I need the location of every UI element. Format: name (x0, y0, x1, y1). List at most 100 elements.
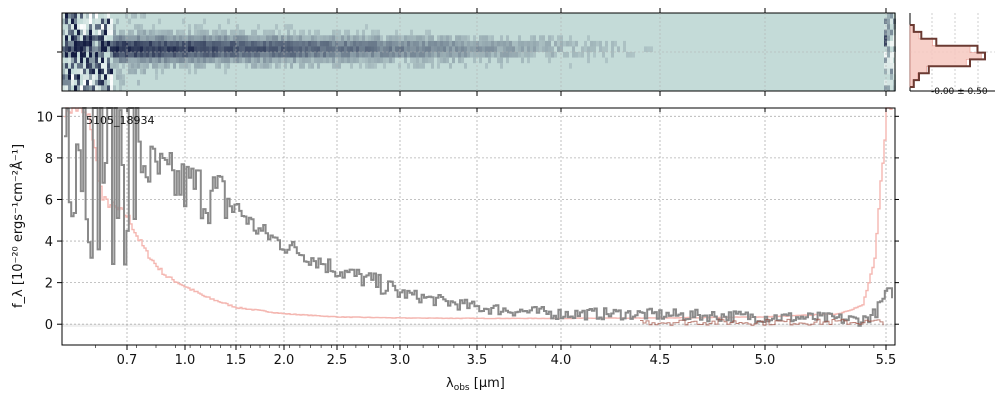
heatmap-cell (557, 46, 560, 52)
heatmap-cell (218, 63, 221, 69)
heatmap-cell (92, 74, 95, 80)
heatmap-cell (179, 29, 182, 36)
heatmap-cell (386, 57, 389, 64)
heatmap-cell (167, 29, 170, 36)
heatmap-cell (314, 52, 317, 58)
heatmap-cell (545, 52, 548, 58)
heatmap-cell (155, 35, 158, 41)
heatmap-cell (485, 40, 488, 47)
heatmap-cell (500, 52, 503, 58)
heatmap-cell (302, 29, 305, 36)
heatmap-cell (143, 57, 146, 64)
heatmap-cell (212, 35, 215, 41)
heatmap-cell (134, 68, 137, 75)
heatmap-cell (332, 57, 335, 64)
heatmap-cell (599, 40, 602, 47)
heatmap-cell (389, 40, 392, 47)
heatmap-cell (611, 46, 614, 52)
profile-annotation: -0.00 ± 0.50 (931, 87, 988, 97)
heatmap-cell (119, 35, 122, 41)
heatmap-cell (227, 52, 230, 58)
heatmap-cell (101, 29, 104, 36)
heatmap-cell (404, 40, 407, 47)
heatmap-cell (605, 40, 608, 47)
heatmap-cell (521, 52, 524, 58)
heatmap-cell (161, 46, 164, 52)
heatmap-cell (278, 63, 281, 69)
heatmap-cell (443, 52, 446, 58)
heatmap-cell (473, 57, 476, 64)
heatmap-cell (242, 52, 245, 58)
heatmap-cell (227, 46, 230, 52)
heatmap-cell (602, 46, 605, 52)
heatmap-cell (554, 40, 557, 47)
heatmap-cell (422, 40, 425, 47)
heatmap-cell (107, 63, 110, 69)
heatmap-cell (584, 46, 587, 52)
heatmap-cell (128, 57, 131, 64)
heatmap-cell (125, 35, 128, 41)
heatmap-cell (290, 63, 293, 69)
heatmap-cell (206, 35, 209, 41)
heatmap-cell (134, 46, 137, 52)
heatmap-cell (617, 46, 620, 52)
heatmap-cell (284, 63, 287, 69)
heatmap-cell (362, 46, 365, 52)
heatmap-cell (233, 52, 236, 58)
heatmap-cell (197, 40, 200, 47)
heatmap-cell (65, 52, 68, 58)
heatmap-cell (293, 29, 296, 36)
heatmap-cell (218, 24, 221, 30)
heatmap-cell (425, 46, 428, 52)
heatmap-cell (152, 52, 155, 58)
heatmap-cell (104, 68, 107, 75)
heatmap-cell (284, 40, 287, 47)
heatmap-cell (425, 40, 428, 47)
heatmap-cell (245, 46, 248, 52)
heatmap-cell (224, 29, 227, 36)
heatmap-cell (287, 29, 290, 36)
heatmap-cell (443, 57, 446, 64)
heatmap-cell (539, 46, 542, 52)
heatmap-cell (533, 46, 536, 52)
heatmap-cell (71, 35, 74, 41)
heatmap-cell (383, 46, 386, 52)
heatmap-cell (164, 40, 167, 47)
heatmap-cell (254, 29, 257, 36)
heatmap-cell (188, 57, 191, 64)
heatmap-cell (116, 68, 119, 75)
heatmap-cell (500, 63, 503, 69)
heatmap-cell (320, 35, 323, 41)
heatmap-cell (446, 46, 449, 52)
heatmap-cell (152, 46, 155, 52)
heatmap-cell (380, 57, 383, 64)
heatmap-cell (62, 35, 65, 41)
heatmap-cell (500, 35, 503, 41)
y-tick-label: 8 (45, 152, 53, 167)
heatmap-cell (647, 46, 650, 52)
heatmap-cell (344, 35, 347, 41)
heatmap-cell (287, 57, 290, 64)
heatmap-cell (239, 52, 242, 58)
heatmap-cell (218, 52, 221, 58)
heatmap-cell (194, 52, 197, 58)
heatmap-cell (95, 79, 98, 86)
heatmap-cell (335, 57, 338, 64)
heatmap-cell (530, 35, 533, 41)
heatmap-cell (443, 35, 446, 41)
heatmap-cell (83, 68, 86, 75)
heatmap-cell (296, 35, 299, 41)
heatmap-cell (116, 18, 119, 25)
heatmap-cell (77, 40, 80, 47)
heatmap-cell (98, 24, 101, 30)
heatmap-cell (509, 46, 512, 52)
heatmap-cell (437, 40, 440, 47)
heatmap-cell (68, 52, 71, 58)
heatmap-cell (314, 46, 317, 52)
heatmap-cell (449, 35, 452, 41)
heatmap-cell (101, 40, 104, 47)
heatmap-cell (440, 40, 443, 47)
heatmap-cell (356, 29, 359, 36)
heatmap-cell (197, 35, 200, 41)
